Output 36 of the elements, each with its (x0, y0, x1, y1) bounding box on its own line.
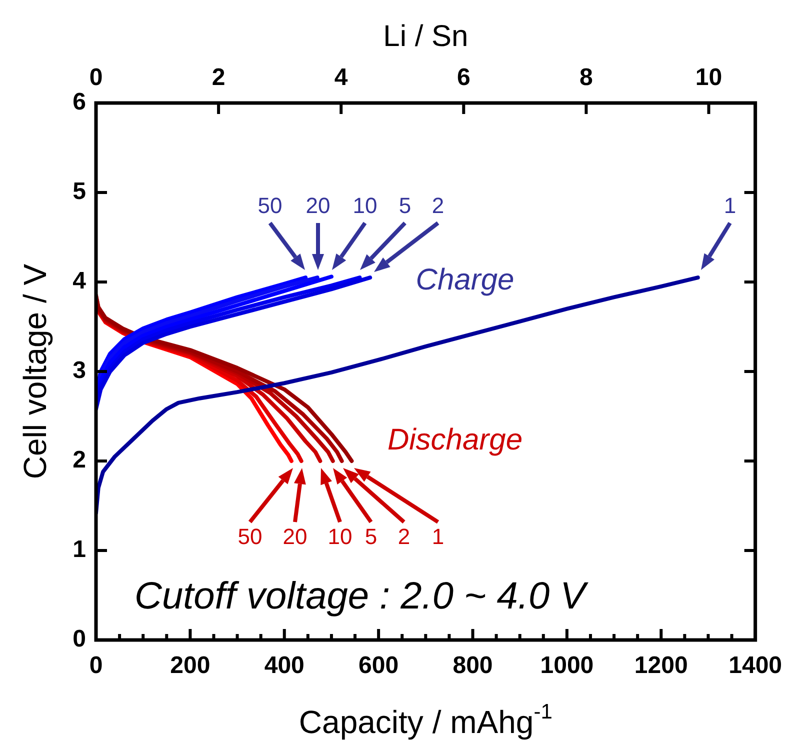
x2-tick-label: 6 (456, 64, 470, 92)
x-tick-label: 200 (170, 652, 210, 680)
x-tick-label: 1400 (728, 652, 782, 680)
y-tick-label: 1 (72, 536, 86, 564)
annotation: 1 (432, 524, 444, 550)
annotation: 5 (398, 193, 412, 218)
y-tick-label: 2 (72, 446, 86, 474)
y-tick-label: 3 (72, 357, 86, 384)
y-axis-title: Cell voltage / V (17, 263, 53, 480)
x-tick-label: 1200 (634, 652, 688, 680)
x2-axis-title: Li / Sn (383, 20, 468, 53)
annotation: Charge (416, 263, 514, 296)
annotation: 20 (282, 524, 308, 550)
y-tick-label: 6 (72, 88, 86, 116)
annotation: 50 (238, 524, 262, 550)
x2-tick-label: 4 (334, 64, 348, 92)
annotation: Discharge (387, 423, 523, 456)
annotation: 10 (328, 524, 352, 550)
annotation: 20 (306, 193, 330, 218)
annotation: 2 (398, 524, 410, 550)
x-tick-label: 400 (264, 652, 304, 680)
x2-tick-label: 10 (695, 64, 722, 92)
annotation: 50 (258, 193, 282, 218)
annotation: 2 (432, 193, 444, 218)
x2-tick-label: 2 (212, 64, 226, 92)
annotation: 1 (724, 193, 736, 218)
x-tick-label: 1000 (540, 652, 594, 680)
annotation: 10 (352, 193, 378, 218)
y-tick-label: 4 (72, 268, 87, 295)
annotation: 5 (364, 524, 378, 550)
x-tick-label: 800 (452, 652, 493, 680)
annotation: Cutoff voltage : 2.0 ~ 4.0 V (134, 576, 590, 618)
y-tick-label: 5 (72, 178, 86, 206)
x2-tick-label: 8 (580, 64, 593, 92)
y-tick-label: 0 (72, 626, 86, 653)
x-tick-label: 600 (358, 652, 399, 680)
